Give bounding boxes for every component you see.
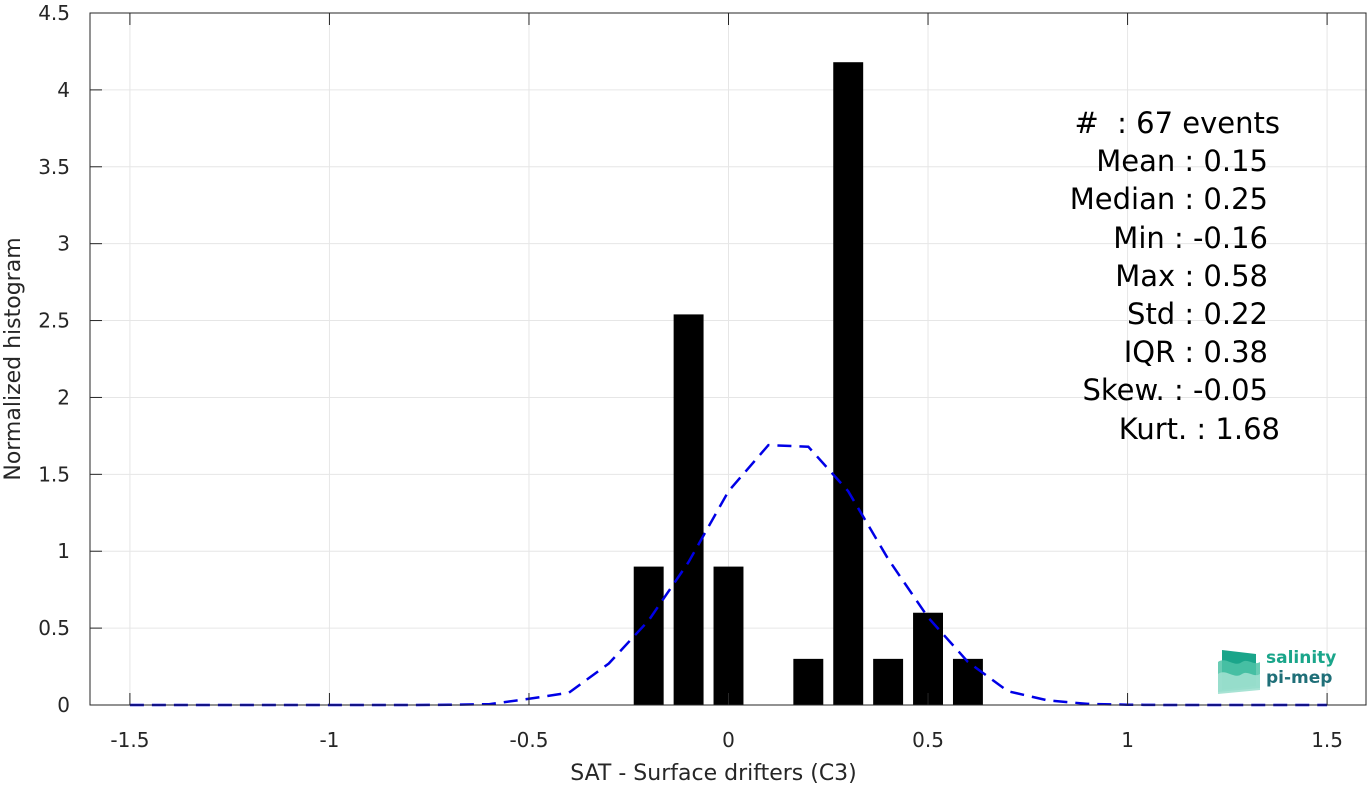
x-tick-label: -0.5 <box>509 728 548 752</box>
y-tick-label: 0.5 <box>38 616 70 640</box>
logo-wave-icon <box>1218 650 1260 694</box>
y-tick-label: 4.5 <box>38 1 70 25</box>
stats-max: Max : 0.58 <box>1115 258 1268 293</box>
x-tick-labels: -1.5 -1 -0.5 0 0.5 1 1.5 <box>110 728 1343 752</box>
y-axis-label: Normalized histogram <box>1 237 26 480</box>
y-tick-label: 3 <box>57 232 70 256</box>
stats-mean: Mean : 0.15 <box>1096 144 1268 179</box>
histogram-bar <box>873 658 904 705</box>
y-tick-label: 0 <box>57 693 70 717</box>
x-tick-label: 0 <box>722 728 735 752</box>
x-tick-label: 1 <box>1121 728 1134 752</box>
y-tick-labels: 0 0.5 1 1.5 2 2.5 3 3.5 4 4.5 <box>38 1 70 717</box>
y-tick-label: 3.5 <box>38 155 70 179</box>
histogram-bar <box>713 566 744 705</box>
stats-annotation: # : 67 events Mean : 0.15 Median : 0.25 … <box>1000 104 1280 448</box>
x-axis-label: SAT - Surface drifters (C3) <box>570 761 857 785</box>
logo-line-2: pi-mep <box>1266 668 1333 688</box>
stats-kurt: Kurt. : 1.68 <box>1118 411 1280 446</box>
logo-line-1: salinity <box>1266 648 1337 668</box>
y-tick-label: 2 <box>57 385 70 409</box>
x-tick-label: 0.5 <box>912 728 944 752</box>
stats-iqr: IQR : 0.38 <box>1123 335 1268 370</box>
stats-count: # : 67 events <box>1074 106 1280 140</box>
histogram-bar <box>833 62 864 706</box>
histogram-bar <box>793 658 824 705</box>
stats-min: Min : -0.16 <box>1113 220 1268 255</box>
x-tick-label: -1 <box>319 728 339 752</box>
y-tick-label: 2.5 <box>38 309 70 333</box>
stats-std: Std : 0.22 <box>1127 297 1268 332</box>
stats-skew: Skew. : -0.05 <box>1082 373 1268 408</box>
y-tick-label: 1.5 <box>38 462 70 486</box>
histogram-bars <box>633 62 983 706</box>
stats-median: Median : 0.25 <box>1069 182 1268 217</box>
logo-text: salinity pi-mep <box>1266 648 1336 688</box>
x-tick-label: -1.5 <box>110 728 149 752</box>
histogram-bar <box>913 612 943 705</box>
y-tick-label: 1 <box>57 539 70 563</box>
y-tick-label: 4 <box>57 78 70 102</box>
histogram-bar <box>673 314 704 705</box>
histogram-bar <box>952 658 983 705</box>
axis-ticks <box>90 12 1328 706</box>
salinity-pimep-logo: salinity pi-mep <box>1216 646 1346 694</box>
x-tick-label: 1.5 <box>1311 728 1343 752</box>
histogram-bar <box>633 566 664 705</box>
